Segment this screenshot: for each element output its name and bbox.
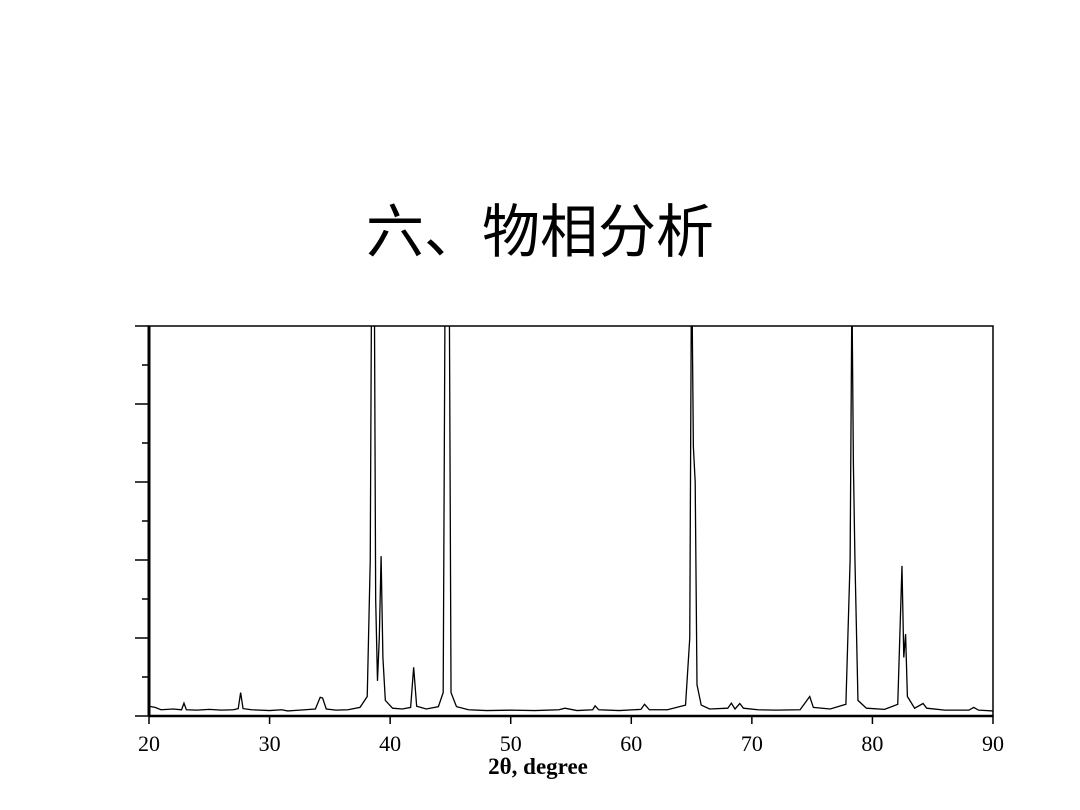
x-tick-label: 80 — [861, 731, 883, 756]
x-tick-label: 30 — [259, 731, 281, 756]
x-tick-label: 90 — [982, 731, 1004, 756]
x-tick-label: 60 — [620, 731, 642, 756]
x-tick-label: 70 — [741, 731, 763, 756]
x-tick-label: 50 — [500, 731, 522, 756]
plot-frame — [148, 325, 994, 717]
x-tick-label: 20 — [138, 731, 160, 756]
xrd-line — [149, 326, 993, 712]
x-axis-label: 2θ, degree — [488, 754, 588, 779]
slide-title: 六、物相分析 — [366, 198, 714, 266]
x-tick-label: 40 — [379, 731, 401, 756]
